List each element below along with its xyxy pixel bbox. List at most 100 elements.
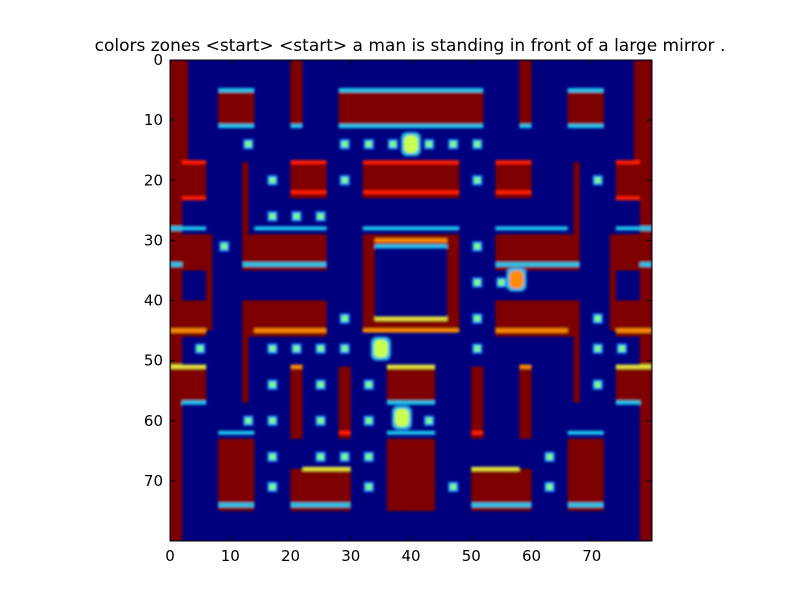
- heatmap-pellet-cell: [474, 279, 481, 286]
- heatmap-edge-cell: [567, 124, 604, 129]
- heatmap-pellet-cell: [269, 453, 276, 460]
- heatmap-edge-cell: [254, 328, 327, 333]
- heatmap-edge-cell: [170, 262, 183, 267]
- heatmap-edge-cell: [615, 226, 652, 231]
- heatmap-wall-cell: [615, 162, 640, 199]
- heatmap-edge-cell: [567, 430, 604, 435]
- heatmap-pellet-cell: [269, 417, 276, 424]
- heatmap-sprite-cell: [509, 270, 524, 289]
- heatmap-wall-cell: [290, 60, 303, 127]
- heatmap-pellet-cell: [269, 177, 276, 184]
- heatmap-pellet-cell: [594, 345, 601, 352]
- heatmap-wall-cell: [218, 438, 255, 511]
- heatmap-edge-cell: [218, 88, 255, 93]
- heatmap-edge-cell: [362, 160, 460, 165]
- heatmap-pellet-cell: [450, 141, 457, 148]
- heatmap-edge-cell: [615, 196, 640, 201]
- heatmap-pellet-cell: [365, 381, 372, 388]
- heatmap-pellet-cell: [221, 243, 228, 250]
- heatmap-pellet-cell: [546, 453, 553, 460]
- heatmap-wall-cell: [338, 366, 351, 439]
- heatmap-edge-cell: [182, 196, 207, 201]
- heatmap-pellet-cell: [426, 141, 433, 148]
- x-tick-label: 40: [401, 547, 420, 565]
- x-tick-label: 30: [341, 547, 360, 565]
- heatmap-wall-cell: [362, 318, 460, 331]
- x-tick-label: 20: [281, 547, 300, 565]
- heatmap-edge-cell: [338, 88, 484, 93]
- y-tick-label: 30: [144, 231, 163, 249]
- heatmap-pellet-cell: [594, 177, 601, 184]
- heatmap-wall-cell: [290, 366, 303, 439]
- heatmap-pellet-cell: [594, 315, 601, 322]
- heatmap-wall-cell: [609, 234, 616, 331]
- heatmap-plot-area: [170, 60, 652, 541]
- heatmap-pellet-cell: [365, 141, 372, 148]
- axes: 0 10 20 30 40 50 60 70 0 10 20 30 40 50 60 70: [144, 51, 652, 565]
- heatmap-edge-cell: [182, 160, 207, 165]
- heatmap-wall-cell: [206, 234, 213, 331]
- heatmap-edge-cell: [254, 226, 327, 231]
- heatmap-sprite-cell: [404, 135, 418, 154]
- heatmap-edge-cell: [495, 160, 532, 165]
- heatmap-edge-cell: [242, 262, 327, 267]
- heatmap-pellet-cell: [474, 243, 481, 250]
- heatmap-edge-cell: [615, 364, 652, 369]
- heatmap-pellet-cell: [546, 483, 553, 490]
- heatmap-edge-cell: [338, 124, 484, 129]
- heatmap-pellet-cell: [365, 417, 372, 424]
- heatmap-pellet-cell: [474, 315, 481, 322]
- heatmap-edge-cell: [170, 328, 207, 333]
- heatmap-edge-cell: [471, 466, 520, 471]
- heatmap-edge-cell: [615, 400, 640, 405]
- heatmap-pellet-cell: [341, 345, 348, 352]
- heatmap-wall-cell: [471, 366, 484, 439]
- heatmap-pellet-cell: [245, 141, 252, 148]
- y-tick-label: 50: [144, 352, 163, 370]
- x-tick-label: 60: [522, 547, 541, 565]
- heatmap-edge-cell: [290, 502, 351, 507]
- heatmap-wall-cell: [519, 60, 532, 127]
- heatmap-pellet-cell: [317, 213, 324, 220]
- y-tick-label: 0: [153, 51, 163, 69]
- heatmap-edge-cell: [567, 502, 604, 507]
- heatmap-pellet-cell: [365, 453, 372, 460]
- heatmap-edge-cell: [182, 400, 207, 405]
- y-tick-label: 40: [144, 292, 163, 310]
- heatmap-edge-cell: [170, 364, 207, 369]
- heatmap-wall-cell: [242, 336, 249, 403]
- heatmap-edge-cell: [386, 400, 436, 405]
- heatmap-pellet-cell: [365, 483, 372, 490]
- heatmap-wall-cell: [386, 438, 436, 511]
- heatmap-pellet-cell: [341, 177, 348, 184]
- heatmap-wall-cell: [182, 162, 207, 199]
- heatmap-pellet-cell: [474, 345, 481, 352]
- heatmap-wall-cell: [170, 366, 207, 403]
- heatmap-wall-cell: [447, 234, 460, 331]
- heatmap-edge-cell: [519, 124, 532, 129]
- heatmap-pellet-cell: [341, 315, 348, 322]
- heatmap-edge-cell: [290, 364, 303, 369]
- heatmap-edge-cell: [386, 430, 436, 435]
- heatmap-edge-cell: [386, 364, 436, 369]
- heatmap-edge-cell: [471, 430, 484, 435]
- heatmap-edge-cell: [495, 226, 568, 231]
- heatmap-pellet-cell: [474, 177, 481, 184]
- heatmap-wall-cell: [386, 366, 436, 403]
- heatmap-wall-cell: [567, 90, 604, 127]
- heatmap-pellet-cell: [341, 141, 348, 148]
- x-tick-label: 10: [221, 547, 240, 565]
- heatmap-pellet-cell: [389, 141, 396, 148]
- heatmap-pellet-cell: [317, 345, 324, 352]
- heatmap-edge-cell: [218, 124, 255, 129]
- heatmap-edge-cell: [218, 502, 255, 507]
- heatmap-wall-cell: [615, 366, 652, 403]
- heatmap-pellet-cell: [269, 483, 276, 490]
- heatmap-edge-cell: [218, 430, 255, 435]
- heatmap-edge-cell: [567, 88, 604, 93]
- heatmap-wall-cell: [338, 90, 484, 127]
- heatmap-pellet-cell: [594, 381, 601, 388]
- x-tick-label: 70: [582, 547, 601, 565]
- heatmap-pellet-cell: [474, 141, 481, 148]
